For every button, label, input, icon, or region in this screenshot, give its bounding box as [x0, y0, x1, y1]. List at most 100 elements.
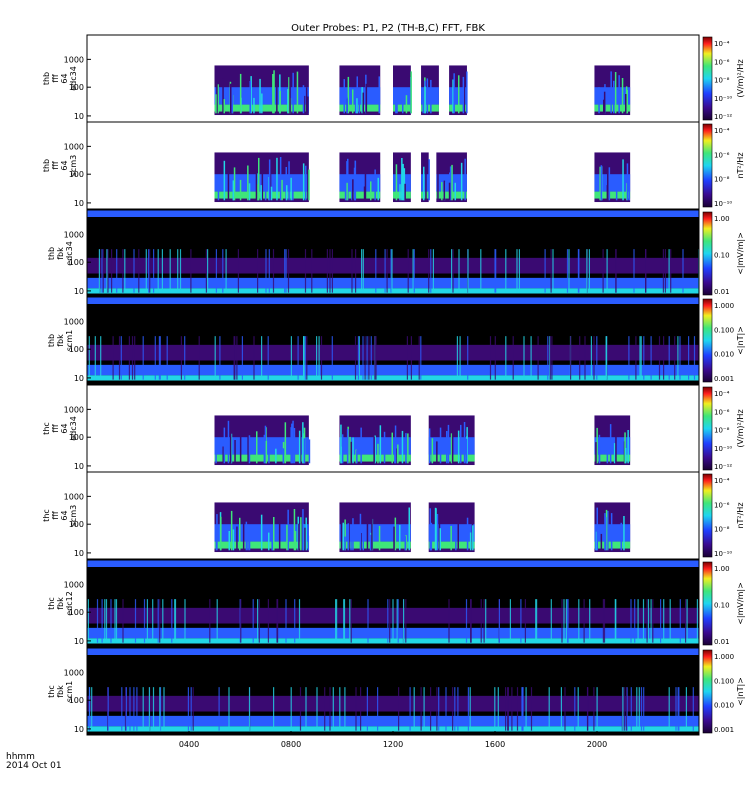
- fbk-streak: [413, 687, 415, 731]
- colorbar-label: 10⁻⁸: [714, 427, 730, 435]
- segment-band-low: [214, 454, 309, 462]
- segment-streak: [215, 439, 217, 464]
- segment-streak: [610, 513, 613, 551]
- fbk-streak: [350, 599, 352, 643]
- segment-streak: [396, 92, 398, 114]
- segment-streak: [448, 182, 451, 201]
- fbk-streak: [122, 249, 124, 293]
- colorbar-label: 1.00: [714, 565, 730, 573]
- fbk-streak: [218, 687, 220, 731]
- segment-streak: [596, 507, 598, 551]
- colorbar-label: 10⁻¹⁰: [714, 95, 732, 103]
- fbk-streak: [101, 249, 103, 293]
- segment-band-low: [393, 104, 411, 112]
- fbk-streak: [465, 599, 468, 643]
- fft-segment: [393, 65, 412, 116]
- fbk-streak: [606, 249, 608, 293]
- segment-streak: [287, 89, 289, 114]
- colorbar-label: 10⁻⁴: [714, 127, 730, 135]
- segment-streak: [258, 157, 260, 201]
- segment-streak: [260, 185, 262, 201]
- fbk-streak: [505, 336, 507, 380]
- fbk-streak: [522, 687, 524, 731]
- fbk-streak: [339, 687, 341, 731]
- fbk-streak: [459, 336, 461, 380]
- segment-streak: [404, 536, 406, 551]
- fbk-streak: [361, 249, 363, 293]
- fbk-streak: [133, 687, 135, 731]
- fbk-streak: [642, 599, 645, 643]
- segment-streak: [275, 448, 277, 464]
- segment-streak: [286, 524, 288, 551]
- fbk-streak: [570, 336, 572, 380]
- segment-streak: [615, 425, 617, 464]
- segment-streak: [595, 442, 597, 464]
- fbk-streak: [158, 336, 160, 380]
- fbk-streak: [241, 336, 243, 380]
- chart-title: Outer Probes: P1, P2 (TH-B,C) FFT, FBK: [291, 23, 485, 34]
- fbk-streak: [578, 599, 580, 643]
- fbk-streak: [579, 336, 581, 380]
- segment-streak: [227, 420, 230, 464]
- segment-streak: [613, 443, 616, 464]
- segment-streak: [361, 87, 363, 114]
- colorbar-label: 10⁻¹²: [714, 113, 732, 121]
- panel-label: scm3: [69, 505, 78, 526]
- fbk-streak: [498, 599, 500, 643]
- fbk-streak: [367, 599, 369, 643]
- segment-streak: [304, 527, 306, 551]
- segment-streak: [405, 433, 407, 464]
- fbk-streak: [311, 249, 313, 293]
- x-tick-label: 2000: [587, 740, 607, 749]
- segment-streak: [450, 433, 453, 464]
- fbk-streak: [159, 687, 161, 731]
- fbk-streak: [265, 249, 267, 293]
- fbk-band-low: [87, 715, 699, 727]
- fbk-streak: [662, 249, 664, 293]
- fft-segment: [339, 152, 381, 203]
- fbk-streak: [273, 687, 275, 731]
- fbk-streak: [420, 687, 422, 731]
- fbk-streak: [366, 687, 368, 731]
- fbk-streak: [267, 599, 269, 643]
- segment-streak: [292, 174, 294, 201]
- segment-streak: [408, 507, 410, 551]
- fbk-streak: [351, 249, 353, 293]
- colorbar-unit: <|mV/m|>: [736, 232, 745, 275]
- colorbar-label: 10⁻⁴: [714, 40, 730, 48]
- segment-streak: [271, 535, 273, 551]
- fbk-streak: [276, 599, 278, 643]
- segment-streak: [603, 99, 605, 114]
- segment-streak: [606, 449, 609, 464]
- fbk-streak: [207, 249, 209, 293]
- fbk-streak: [650, 599, 652, 643]
- fbk-streak: [190, 687, 192, 731]
- fbk-streak: [564, 687, 566, 731]
- segment-streak: [598, 434, 601, 464]
- segment-streak: [402, 163, 404, 201]
- fbk-streak: [561, 599, 563, 643]
- segment-streak: [354, 160, 356, 201]
- colorbar-label: 0.01: [714, 638, 730, 646]
- fbk-streak: [452, 249, 454, 293]
- panel-label: thb: [47, 247, 56, 260]
- segment-streak: [284, 422, 287, 464]
- colorbar-label: 10⁻⁸: [714, 176, 730, 184]
- panel-label: fbk: [56, 685, 65, 698]
- fbk-streak: [430, 249, 432, 293]
- fbk-streak: [456, 336, 458, 380]
- fbk-streak: [512, 336, 514, 380]
- fbk-streak: [622, 687, 624, 731]
- fft-segment: [436, 152, 467, 203]
- segment-streak: [598, 87, 600, 114]
- fbk-streak: [215, 249, 217, 293]
- fbk-streak: [362, 336, 364, 380]
- fbk-streak: [688, 336, 690, 380]
- fbk-streak: [304, 336, 306, 380]
- fbk-streak: [525, 687, 527, 731]
- fbk-streak: [122, 599, 124, 643]
- fbk-streak: [343, 599, 345, 643]
- fbk-streak: [228, 687, 230, 731]
- y-tick-label: 1000: [64, 55, 84, 64]
- segment-band-low: [339, 541, 411, 549]
